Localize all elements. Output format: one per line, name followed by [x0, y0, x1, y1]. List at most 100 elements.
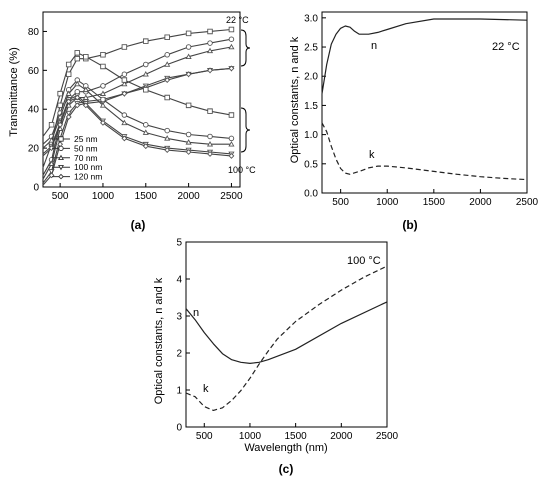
- data-point: [207, 151, 213, 157]
- x-tick-label: 500: [196, 431, 213, 442]
- data-point: [121, 44, 128, 50]
- panel-c-plot: 500 1000 1500 2000 2500 0 1 2 3 4 5 n k: [176, 238, 398, 443]
- series-line-100-nm: [42, 95, 232, 155]
- x-tick-label: 2500: [376, 431, 399, 442]
- data-point: [74, 55, 81, 62]
- y-tick-label: 2: [176, 349, 182, 360]
- data-point: [207, 28, 213, 35]
- data-point: [100, 63, 106, 70]
- data-point: [121, 119, 128, 126]
- data-point: [207, 133, 213, 140]
- data-point: [228, 26, 235, 33]
- data-point: [185, 71, 192, 78]
- data-point: [164, 61, 171, 67]
- series-line-k: [185, 265, 388, 411]
- panel-b: 500 1000 1500 2000 2500 0.0 0.5 1.0 1.5 2.0 2.5 3.0…: [289, 11, 539, 232]
- data-point: [82, 94, 89, 100]
- data-point: [57, 90, 63, 97]
- y-tick-label: 40: [28, 105, 40, 116]
- data-point: [65, 90, 72, 96]
- y-tick-label: 80: [28, 27, 40, 38]
- panel-b-plot: 500 1000 1500 2000 2500 0.0 0.5 1.0 1.5 2.0 2.5 3.0…: [304, 11, 539, 208]
- data-point: [164, 94, 170, 101]
- y-tick-label: 3: [176, 312, 182, 323]
- panel-c-annotation-100c: 100 °C: [347, 255, 381, 267]
- brace-22c: [240, 29, 251, 67]
- data-point: [143, 38, 149, 44]
- y-tick-label: 3.0: [304, 13, 318, 24]
- legend-marker: [58, 154, 64, 161]
- data-point: [164, 127, 170, 134]
- data-point: [185, 30, 192, 37]
- y-tick-label: 0.0: [304, 189, 318, 200]
- x-tick-label: 2500: [516, 197, 539, 208]
- data-point: [185, 53, 192, 60]
- data-point: [121, 112, 128, 118]
- y-tick-label: 1.5: [304, 101, 318, 112]
- series-line-70-nm: [42, 83, 232, 149]
- data-point: [143, 61, 149, 68]
- data-point: [82, 102, 89, 109]
- panel-a-annotation-100c: 100 °C: [228, 165, 256, 175]
- data-point: [121, 90, 128, 97]
- data-point: [121, 135, 128, 142]
- y-tick-label: 0: [176, 423, 182, 434]
- data-point: [99, 102, 107, 108]
- data-point: [142, 70, 149, 77]
- data-point: [228, 36, 235, 42]
- data-point: [65, 98, 72, 105]
- data-point: [100, 96, 106, 103]
- data-point: [228, 43, 235, 50]
- data-point: [185, 149, 192, 155]
- data-point: [83, 53, 89, 60]
- data-point: [74, 94, 81, 101]
- legend-label: 50 nm: [74, 143, 98, 153]
- data-point: [82, 86, 89, 93]
- data-point: [185, 131, 192, 138]
- x-tick-label: 1500: [135, 191, 158, 202]
- legend-label: 120 nm: [74, 172, 102, 182]
- y-tick-label: 2.0: [304, 72, 318, 83]
- x-tick-label: 1000: [376, 197, 399, 208]
- data-point: [65, 110, 72, 117]
- brace-100c: [240, 107, 251, 153]
- panel-a-ylabel: Transmittance (%): [8, 47, 20, 136]
- data-point: [207, 40, 213, 46]
- data-point: [228, 135, 235, 142]
- panel-b-label: (b): [402, 218, 417, 232]
- data-point: [228, 152, 235, 159]
- y-tick-label: 2.5: [304, 43, 318, 54]
- panel-b-ylabel: Optical constants, n and k: [289, 36, 301, 163]
- data-point: [99, 90, 107, 96]
- legend-marker: [58, 136, 64, 142]
- legend-marker: [58, 164, 64, 171]
- data-point: [57, 121, 64, 128]
- curve-label-k: k: [369, 149, 375, 161]
- curve-label-n: n: [193, 307, 199, 319]
- panel-c-xlabel: Wavelength (nm): [244, 442, 327, 454]
- data-point: [164, 52, 170, 58]
- x-tick-label: 1000: [239, 431, 262, 442]
- data-point: [121, 77, 128, 83]
- data-point: [164, 77, 171, 83]
- plot-frame: [321, 11, 528, 194]
- data-point: [48, 145, 55, 152]
- data-point: [143, 122, 149, 128]
- data-point: [228, 140, 235, 147]
- curve-label-n: n: [371, 40, 377, 52]
- x-tick-label: 2000: [469, 197, 492, 208]
- series-line-n: [185, 301, 388, 364]
- x-tick-label: 500: [332, 197, 349, 208]
- y-tick-label: 5: [176, 238, 182, 249]
- data-point: [164, 135, 171, 141]
- data-point: [100, 119, 106, 126]
- data-point: [228, 65, 235, 72]
- data-point: [143, 87, 149, 93]
- panel-c: 500 1000 1500 2000 2500 0 1 2 3 4 5 n k Optical cons…: [153, 238, 399, 477]
- plot-frame: [185, 241, 388, 428]
- data-point: [65, 61, 72, 68]
